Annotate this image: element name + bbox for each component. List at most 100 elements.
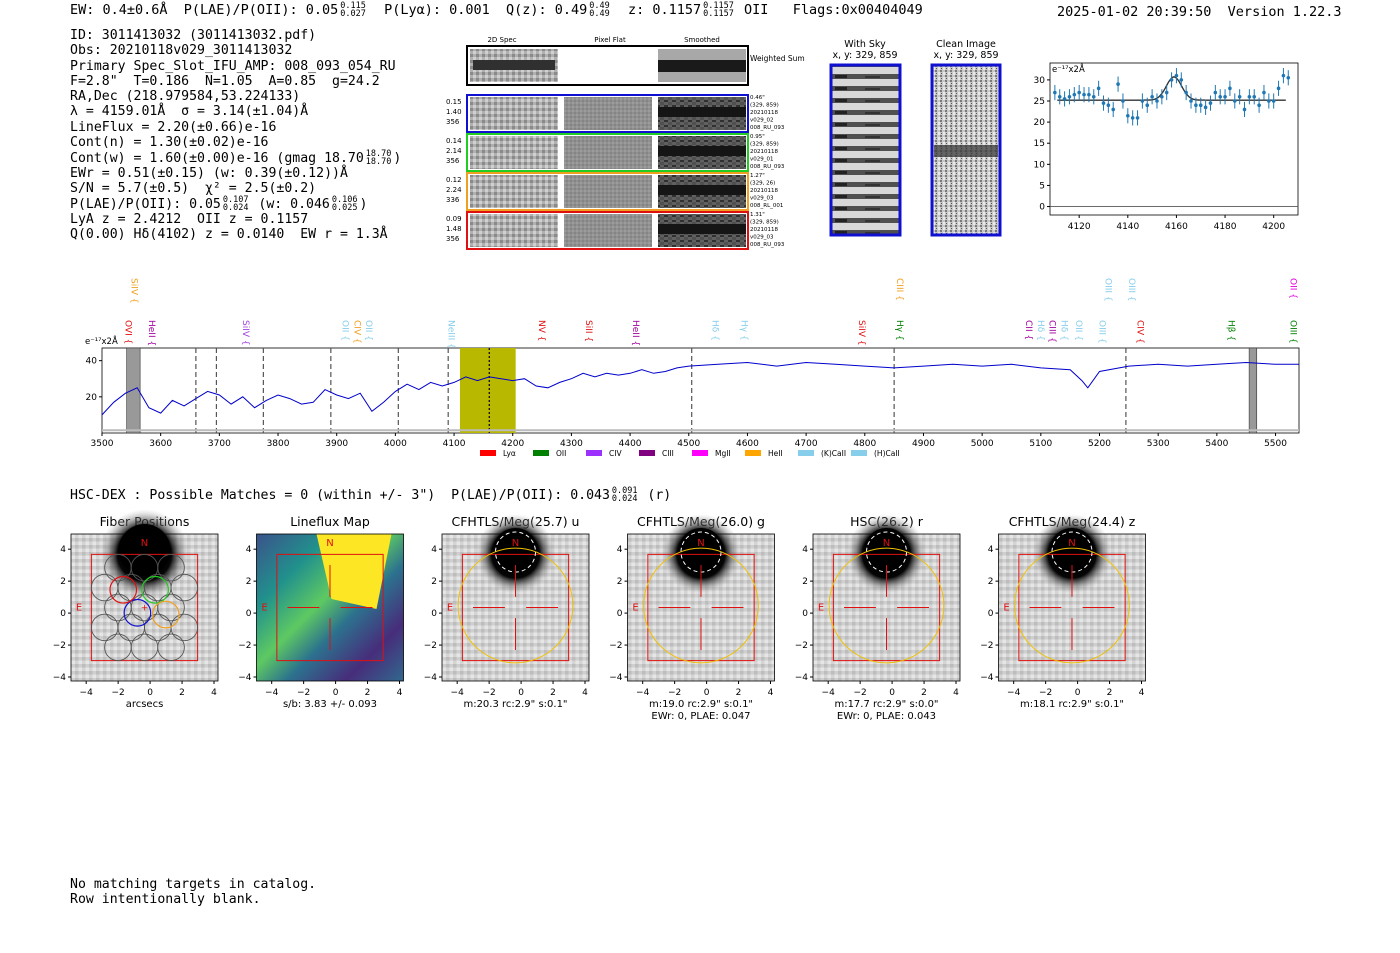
spec-line-label: HeII {: [146, 320, 156, 346]
panel-ytick-label: 2: [988, 577, 994, 587]
aperture-box: [1018, 553, 1126, 662]
plae-w-text: (w: 0.046: [250, 197, 330, 213]
panel-ytick-label: −2: [980, 641, 993, 651]
zoom-data-point: [1179, 78, 1184, 82]
spec-legend-label: OII: [556, 449, 566, 458]
spec-xtick-label: 4400: [619, 439, 642, 449]
gmag-hi: 18.70: [365, 149, 392, 160]
info-radec: RA,Dec (218.979584,53.224133): [70, 89, 301, 105]
cutout-left-stat: 336: [446, 196, 460, 204]
panel-caption: m:17.7 rc:2.9" s:0.0": [834, 699, 938, 710]
spec-line-label: SiIV {: [128, 278, 138, 304]
east-label: E: [632, 603, 638, 614]
clean-image-xy: x, y: 329, 859: [933, 50, 998, 61]
cutout-2dspec: [470, 97, 558, 130]
spec-legend-swatch: [639, 450, 655, 456]
spec-xtick-label: 5000: [971, 439, 994, 449]
zoom-data-point: [1057, 94, 1062, 99]
spec-xtick-label: 4200: [501, 439, 524, 449]
spec-line-label: OII {: [1287, 278, 1297, 299]
panel-xtick-label: −2: [668, 688, 681, 698]
aperture-box: [832, 553, 941, 662]
spec-line-label: NeIII {: [445, 320, 455, 349]
north-label: N: [697, 538, 704, 549]
panel-ytick-label: 0: [60, 609, 66, 619]
plae-w-range: 0.106 0.025: [331, 196, 358, 214]
cutout-right-meta: (329, 859): [750, 103, 779, 109]
panel-caption-2: EWr: 0, PLAE: 0.043: [837, 711, 936, 722]
gmag-range: 18.70 18.70: [365, 149, 392, 167]
spec-xtick-label: 5300: [1147, 439, 1170, 449]
panel-ytick-label: −4: [795, 673, 809, 683]
spec-line-label: OIII {: [1102, 278, 1112, 302]
cutout-pixelflat: [564, 214, 652, 247]
zoom-data-point: [1198, 103, 1203, 108]
hsc-plae-range: 0.091 0.024: [612, 487, 638, 504]
spec-legend-swatch: [480, 450, 496, 456]
cutout-right-meta: 0.95": [750, 134, 765, 140]
fiber-fourth-circle: [151, 600, 180, 629]
panel-ytick-label: 4: [802, 545, 808, 555]
spec-xtick-label: 5400: [1205, 439, 1228, 449]
panel-frame: [256, 533, 404, 682]
spec-legend-swatch: [533, 450, 549, 456]
qz-hi: 0.49: [589, 1, 610, 11]
cutout-right-meta: 008_RU_093: [750, 164, 785, 170]
hsc-dex-summary: HSC-DEX : Possible Matches = 0 (within +…: [70, 487, 671, 504]
zoom-data-point: [1106, 103, 1111, 108]
zoom-data-point: [1096, 86, 1101, 91]
panel-ytick-label: 2: [802, 577, 808, 587]
plae-end: ): [359, 197, 368, 213]
cutout-left-stat: 0.12: [446, 176, 462, 184]
zoom-data-point: [1213, 90, 1218, 95]
panel-ytick-label: −2: [424, 641, 437, 651]
info-lambda-sigma: λ = 4159.01Å σ = 3.14(±1.04)Å: [70, 104, 309, 120]
panel-xtick-label: 4: [582, 688, 588, 698]
catalog-footer: No matching targets in catalog. Row inten…: [70, 877, 316, 908]
zoom-data-point: [1232, 99, 1237, 103]
spec-legend-label: (H)CaII: [874, 449, 900, 458]
panel-xtick-label: −2: [483, 688, 496, 698]
spec-fit-window: [459, 348, 516, 433]
header-plya-qz: P(Lyα): 0.001 Q(z): 0.49: [367, 2, 588, 18]
zoom-data-point: [1276, 86, 1281, 91]
bright-star-core: [118, 524, 171, 576]
info-hdelta: Q(0.00) Hδ(4102) z = 0.0140 EW r = 1.3Å: [70, 226, 388, 242]
header-plae-range: 0.115 0.027: [340, 2, 366, 19]
rc-aperture: [457, 547, 574, 664]
spec-legend-label: (K)CaII: [821, 449, 846, 458]
spec-legend-label: MgII: [715, 449, 731, 458]
spec-legend-label: CIII: [662, 449, 674, 458]
panel-xtick-label: 0: [333, 688, 339, 698]
zoom-data-point: [1189, 99, 1193, 103]
bright-star-core: [1050, 528, 1094, 572]
cutout-smoothed-trace: [658, 107, 746, 117]
plae-w-lo: 0.025: [331, 203, 358, 214]
cutout-2dspec: [470, 214, 558, 247]
cutout-left-stat: 0.14: [446, 137, 462, 145]
panel-ytick-label: 2: [617, 577, 623, 587]
panel-caption-2: EWr: 0, PLAE: 0.047: [651, 711, 750, 722]
zoom-data-point: [1155, 99, 1159, 103]
full-spectrum-chart: 3500 3600 3700 3800 3900 4000 4100 4200 4300 4400…: [85, 278, 1300, 458]
aperture-box: [647, 553, 755, 662]
plae-range-hi: 0.107: [222, 195, 249, 206]
cutout-smoothed-trace: [658, 224, 746, 234]
cutout-left-stat: 2.24: [446, 186, 462, 194]
north-label: N: [326, 538, 333, 549]
zoom-data-point: [1247, 94, 1252, 99]
spec-xtick-label: 5200: [1088, 439, 1111, 449]
plae-lo: 0.027: [340, 9, 366, 19]
spec-xtick-label: 4100: [443, 439, 466, 449]
plae-range: 0.107 0.024: [222, 195, 249, 213]
spec-legend-label: HeII: [768, 449, 783, 458]
panel-ytick-label: −4: [424, 673, 438, 683]
fiber-third-circle: [109, 575, 138, 604]
panel-caption: m:19.0 rc:2.9" s:0.1": [649, 699, 753, 710]
panel-ytick-label: −2: [53, 641, 66, 651]
east-label: E: [818, 603, 824, 614]
weighted-sum-cutout: [466, 45, 749, 86]
spec-line-label: Hβ {: [1226, 320, 1236, 341]
panel-ytick-label: 4: [431, 545, 437, 555]
panel-ytick-label: 2: [60, 577, 66, 587]
